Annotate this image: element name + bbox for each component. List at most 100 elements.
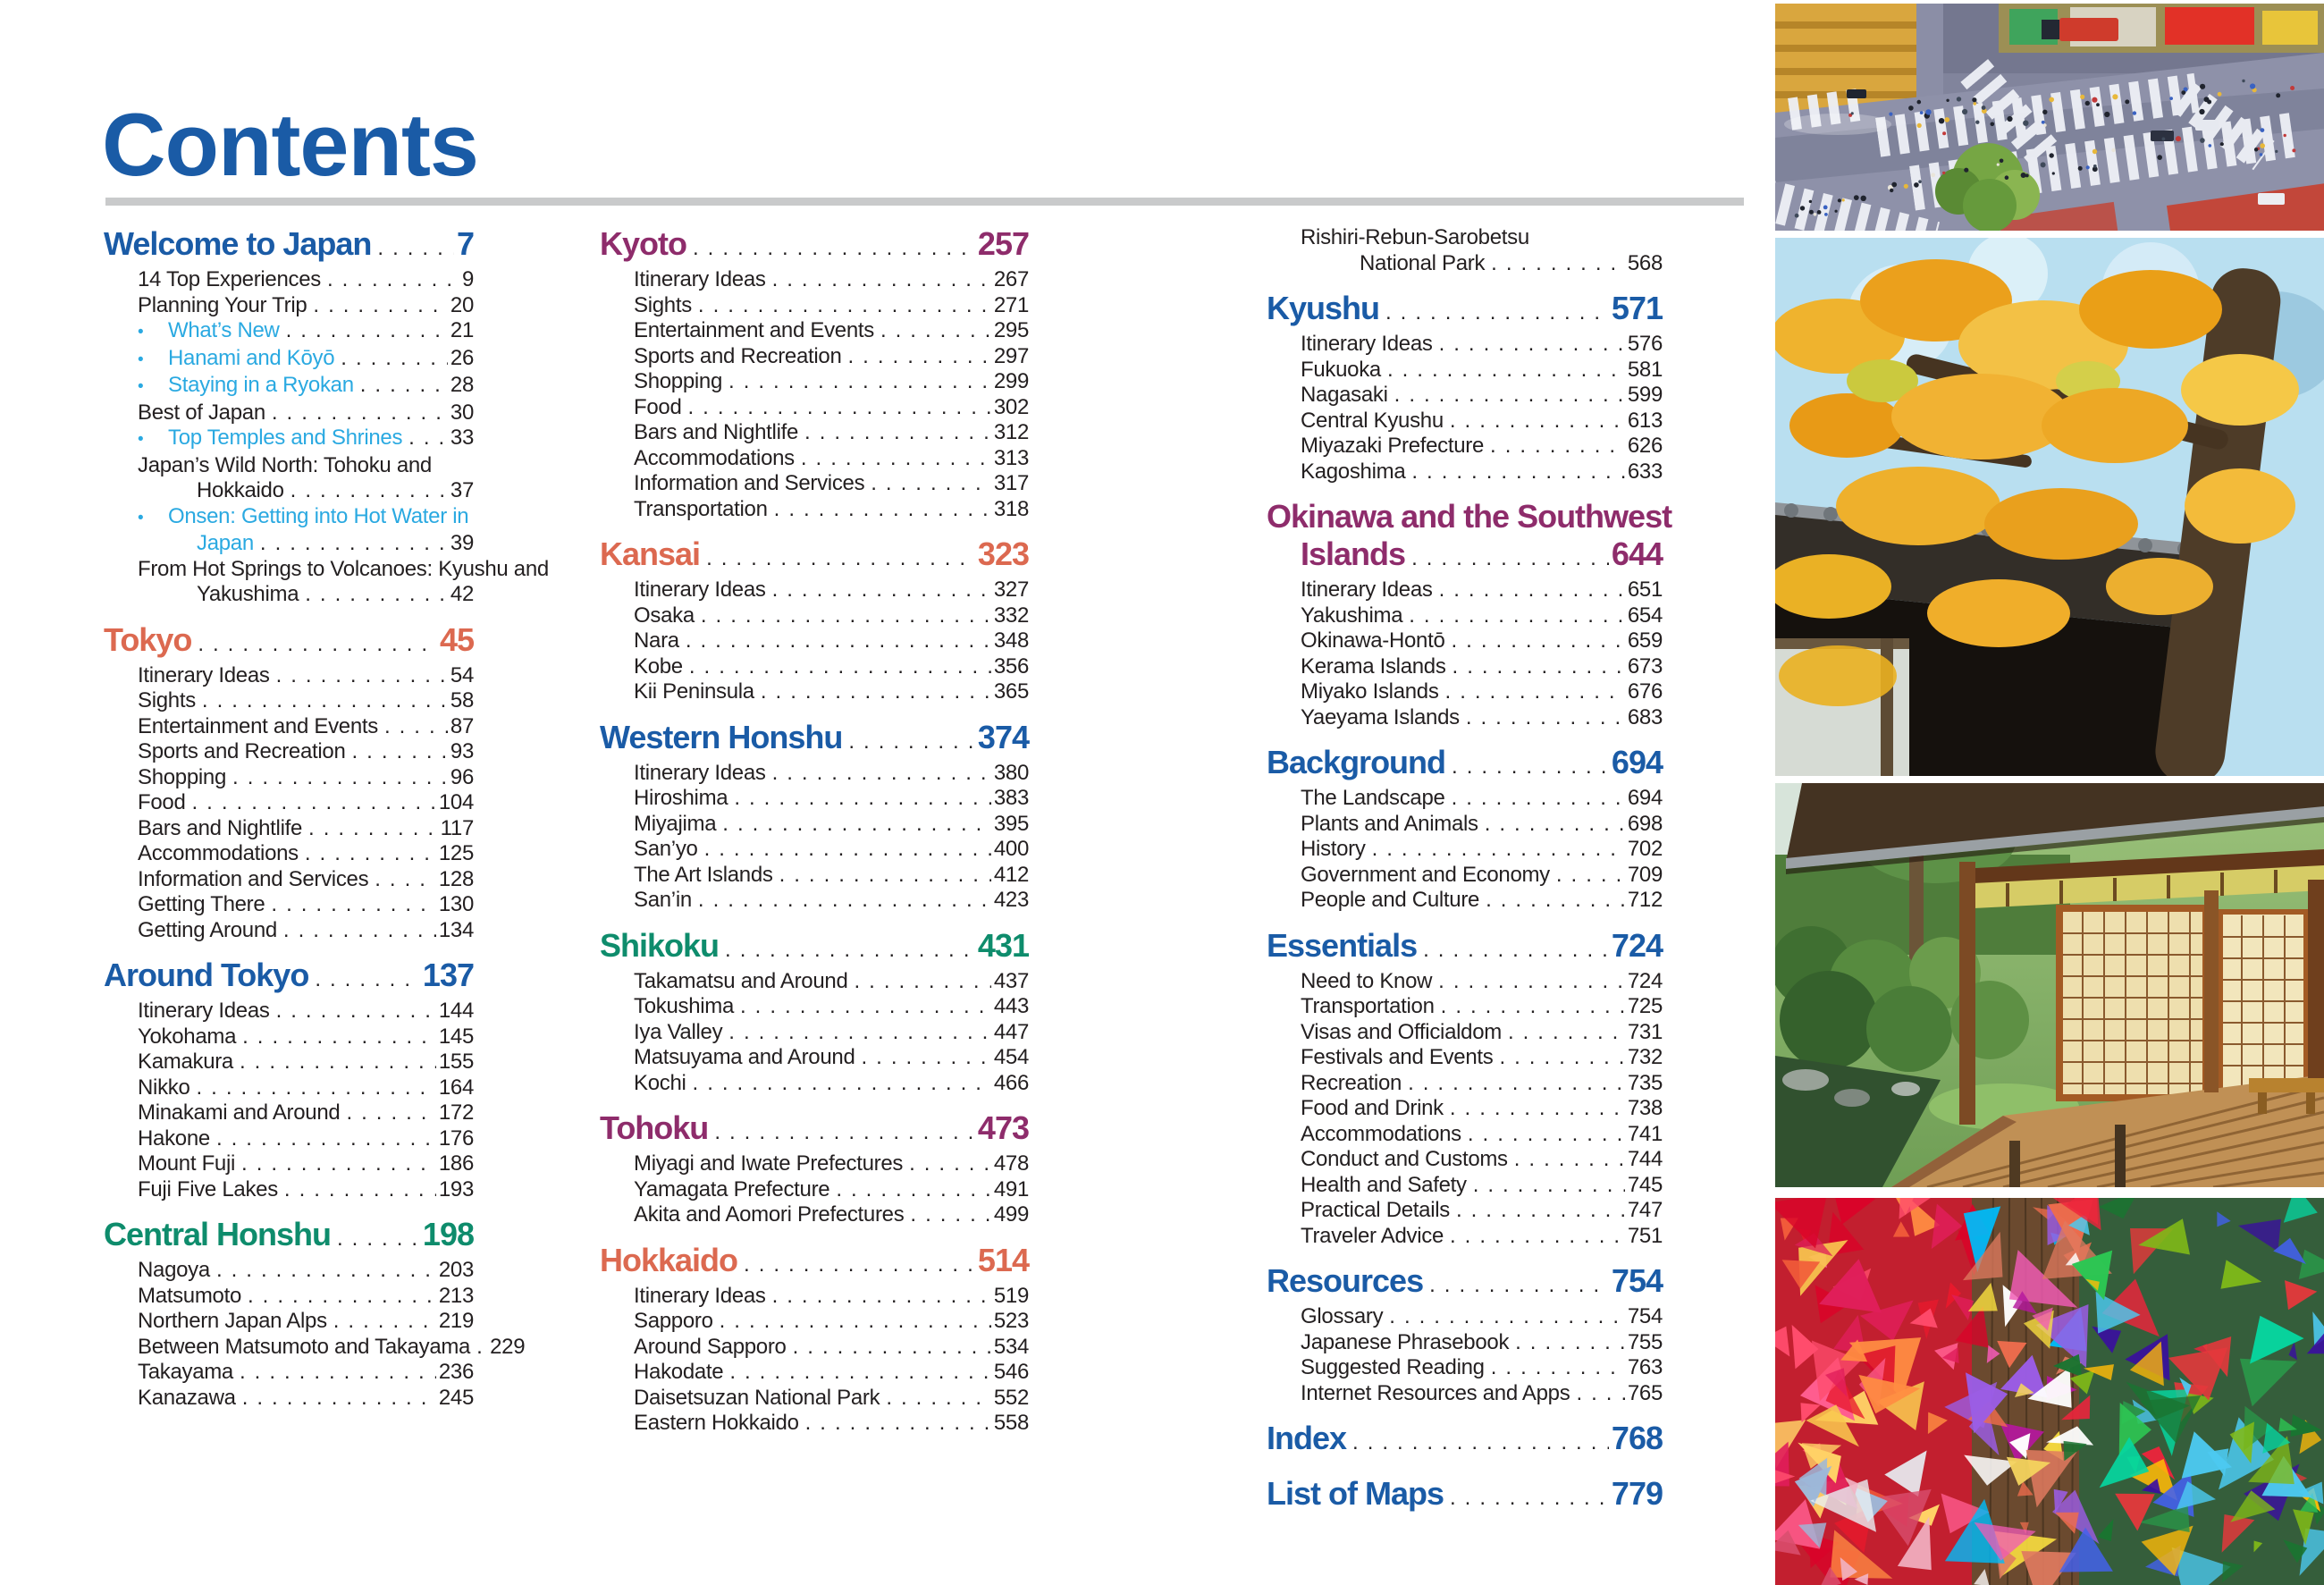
section-header-row: Kyushu 571 xyxy=(1267,290,1663,332)
dot-leader xyxy=(689,654,991,680)
entry-page-number: 380 xyxy=(993,760,1029,785)
entry-label: Shopping xyxy=(634,369,723,393)
toc-entry: Takamatsu and Around 437 xyxy=(600,969,1029,995)
entry-page-number: 356 xyxy=(993,653,1029,679)
section-page-number: 374 xyxy=(977,718,1030,755)
entry-page-number: 576 xyxy=(1627,332,1663,356)
entry-label: Yaeyama Islands xyxy=(1301,704,1460,729)
dot-leader xyxy=(1423,932,1609,969)
bullet-icon: • xyxy=(138,430,144,449)
dot-leader xyxy=(476,1335,487,1361)
entry-label: Sapporo xyxy=(634,1309,713,1333)
dot-leader xyxy=(740,994,991,1020)
entry-page-number: 683 xyxy=(1627,704,1663,729)
section-title: Islands xyxy=(1301,535,1406,572)
entry-page-number: 738 xyxy=(1627,1096,1663,1120)
toc-entry: Okinawa-Hontō 659 xyxy=(1267,628,1663,654)
dot-leader xyxy=(242,1386,436,1412)
entry-page-number: 558 xyxy=(993,1411,1029,1435)
entry-page-number: 9 xyxy=(461,267,474,291)
toc-section: Kansai 323 Itinerary Ideas 327 Osaka 332 Nara 3… xyxy=(600,535,1030,705)
dot-leader xyxy=(1387,358,1625,384)
entry-page-number: 454 xyxy=(993,1045,1029,1069)
entry-page-number: 144 xyxy=(438,999,474,1023)
entry-page-number: 155 xyxy=(438,1050,474,1074)
toc-entry: Practical Details 747 xyxy=(1267,1198,1663,1224)
dot-leader xyxy=(744,1246,975,1284)
entry-page-number: 26 xyxy=(450,345,474,370)
entry-page-number: 213 xyxy=(438,1283,474,1308)
autumn-maple-image xyxy=(1775,238,2324,776)
toc-entry: Between Matsumoto and Takayama 229 xyxy=(104,1335,526,1361)
dot-leader xyxy=(260,531,448,557)
entry-label: Kii Peninsula xyxy=(634,679,754,704)
toc-entry: Tokushima 443 xyxy=(600,994,1029,1020)
dot-leader xyxy=(1466,705,1625,731)
toc-entry: Entertainment and Events 87 xyxy=(104,714,474,740)
dot-leader xyxy=(360,373,448,399)
entry-label: Iya Valley xyxy=(634,1019,723,1044)
entry-label: The Art Islands xyxy=(634,862,773,887)
entry-page-number: 702 xyxy=(1627,837,1663,861)
entry-label: Best of Japan xyxy=(138,400,265,425)
entry-label: Yokohama xyxy=(138,1024,237,1049)
entry-label: People and Culture xyxy=(1301,888,1480,912)
toc-entry: Yaeyama Islands 683 xyxy=(1267,705,1663,731)
entry-page-number: 519 xyxy=(993,1283,1029,1308)
dot-leader xyxy=(910,1202,990,1228)
dot-leader xyxy=(242,1024,436,1050)
section-page-number: 323 xyxy=(977,535,1030,572)
toc-entry: Mount Fuji 186 xyxy=(104,1151,474,1177)
toc-entry: Eastern Hokkaido 558 xyxy=(600,1411,1029,1437)
entry-page-number: 747 xyxy=(1627,1198,1663,1222)
toc-entry: Entertainment and Events 295 xyxy=(600,318,1029,344)
toc-entry: Sapporo 523 xyxy=(600,1309,1029,1335)
dot-leader xyxy=(1411,540,1609,578)
entry-label: National Park xyxy=(1360,250,1486,275)
section-title: Around Tokyo xyxy=(104,957,309,993)
dot-leader xyxy=(722,812,991,838)
toc-entry: Shopping 96 xyxy=(104,765,474,791)
dot-leader xyxy=(192,790,436,816)
dot-leader xyxy=(375,867,436,893)
entry-label: Government and Economy xyxy=(1301,862,1550,887)
toc-section: Essentials724Need to Know724Transportati… xyxy=(1267,927,1663,1250)
toc-entry: Food and Drink 738 xyxy=(1267,1096,1663,1122)
entry-page-number: 186 xyxy=(438,1151,474,1176)
dot-leader xyxy=(1486,888,1625,914)
bullet-icon: • xyxy=(138,377,144,396)
toc-entry: Itinerary Ideas 651 xyxy=(1267,578,1663,603)
entry-label: Hanami and Kōyō xyxy=(168,345,335,370)
dot-leader xyxy=(216,1258,436,1284)
entry-page-number: 763 xyxy=(1627,1355,1663,1379)
toc-entry: Bars and Nightlife 312 xyxy=(600,420,1029,446)
dot-leader xyxy=(276,999,436,1024)
entry-page-number: 523 xyxy=(993,1309,1029,1333)
dot-leader xyxy=(729,1360,991,1386)
paper-cranes-image xyxy=(1775,1198,2324,1585)
toc-section: List of Maps 779 xyxy=(1267,1475,1663,1517)
entry-wrapped-line: Japan’s Wild North: Tohoku and xyxy=(138,452,432,477)
dot-leader xyxy=(693,230,975,267)
entry-page-number: 96 xyxy=(450,764,474,789)
entry-label: Sights xyxy=(138,688,196,712)
toc-section: Tokyo45Itinerary Ideas54Sights58Entertai… xyxy=(104,621,475,944)
entry-page-number: 613 xyxy=(1627,408,1663,433)
entry-page-number: 299 xyxy=(993,369,1029,393)
entry-label: Information and Services xyxy=(138,866,369,891)
toc-entry: Miyajima 395 xyxy=(600,812,1029,838)
toc-entry: Miyagi and Iwate Prefectures 478 xyxy=(600,1151,1029,1177)
section-title: Essentials xyxy=(1267,926,1418,964)
crowd-dots xyxy=(1794,79,2296,218)
entry-page-number: 172 xyxy=(438,1100,474,1125)
entry-label: Takayama xyxy=(138,1360,233,1384)
dot-leader xyxy=(1515,1330,1625,1356)
entry-page-number: 312 xyxy=(993,420,1029,444)
entry-page-number: 626 xyxy=(1627,434,1663,458)
entry-wrapped-line: Rishiri-Rebun-Sarobetsu xyxy=(1301,225,1529,249)
entry-label: Yamagata Prefecture xyxy=(634,1176,830,1201)
entry-label: Eastern Hokkaido xyxy=(634,1411,799,1435)
toc-entry: • Hanami and Kōyō 26 xyxy=(104,346,474,374)
section-page-number: 754 xyxy=(1611,1262,1663,1299)
entry-label: Internet Resources and Apps xyxy=(1301,1380,1570,1405)
